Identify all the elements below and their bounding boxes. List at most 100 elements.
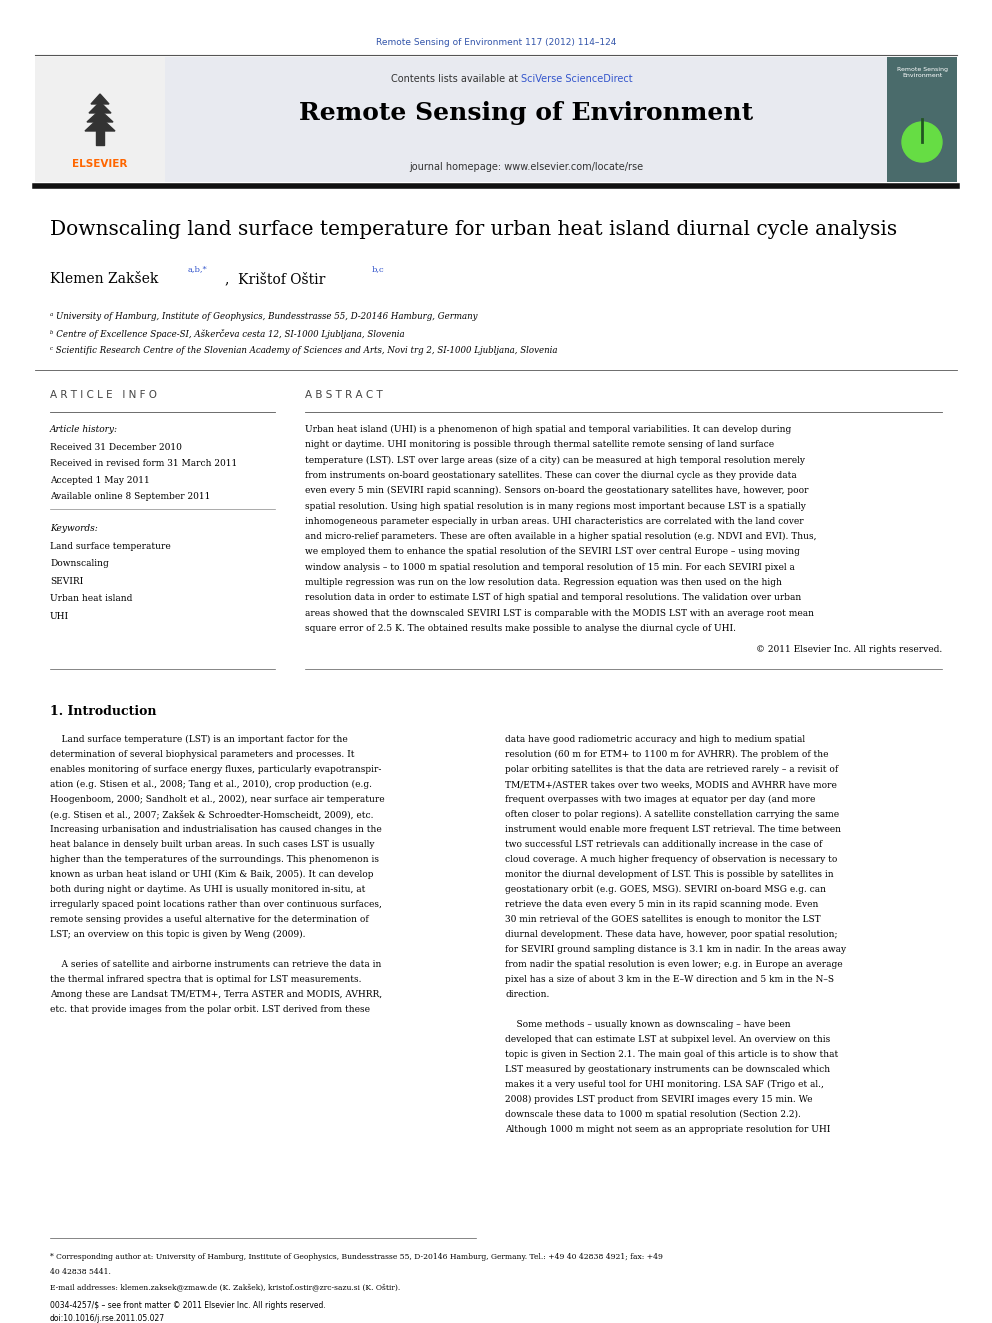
Text: A B S T R A C T: A B S T R A C T <box>305 390 383 400</box>
Text: A series of satellite and airborne instruments can retrieve the data in: A series of satellite and airborne instr… <box>50 960 381 970</box>
Text: b,c: b,c <box>372 265 385 273</box>
Text: from nadir the spatial resolution is even lower; e.g. in Europe an average: from nadir the spatial resolution is eve… <box>505 960 842 970</box>
Text: we employed them to enhance the spatial resolution of the SEVIRI LST over centra: we employed them to enhance the spatial … <box>305 548 800 557</box>
Text: and micro-relief parameters. These are often available in a higher spatial resol: and micro-relief parameters. These are o… <box>305 532 816 541</box>
Text: inhomogeneous parameter especially in urban areas. UHI characteristics are corre: inhomogeneous parameter especially in ur… <box>305 517 804 525</box>
FancyBboxPatch shape <box>35 57 957 183</box>
Text: known as urban heat island or UHI (Kim & Baik, 2005). It can develop: known as urban heat island or UHI (Kim &… <box>50 871 374 880</box>
Text: geostationary orbit (e.g. GOES, MSG). SEVIRI on-board MSG e.g. can: geostationary orbit (e.g. GOES, MSG). SE… <box>505 885 826 894</box>
Polygon shape <box>89 102 111 112</box>
Text: resolution data in order to estimate LST of high spatial and temporal resolution: resolution data in order to estimate LST… <box>305 593 802 602</box>
Text: square error of 2.5 K. The obtained results make possible to analyse the diurnal: square error of 2.5 K. The obtained resu… <box>305 624 736 632</box>
Text: Keywords:: Keywords: <box>50 524 98 533</box>
Text: data have good radiometric accuracy and high to medium spatial: data have good radiometric accuracy and … <box>505 736 806 745</box>
Text: Hoogenboom, 2000; Sandholt et al., 2002), near surface air temperature: Hoogenboom, 2000; Sandholt et al., 2002)… <box>50 795 385 804</box>
Text: © 2011 Elsevier Inc. All rights reserved.: © 2011 Elsevier Inc. All rights reserved… <box>756 646 942 654</box>
Text: monitor the diurnal development of LST. This is possible by satellites in: monitor the diurnal development of LST. … <box>505 871 833 880</box>
Text: both during night or daytime. As UHI is usually monitored in-situ, at: both during night or daytime. As UHI is … <box>50 885 365 894</box>
Text: instrument would enable more frequent LST retrieval. The time between: instrument would enable more frequent LS… <box>505 826 841 835</box>
Text: higher than the temperatures of the surroundings. This phenomenon is: higher than the temperatures of the surr… <box>50 855 379 864</box>
Text: 30 min retrieval of the GOES satellites is enough to monitor the LST: 30 min retrieval of the GOES satellites … <box>505 916 820 925</box>
Text: ᵃ University of Hamburg, Institute of Geophysics, Bundesstrasse 55, D-20146 Hamb: ᵃ University of Hamburg, Institute of Ge… <box>50 312 477 321</box>
Text: SEVIRI: SEVIRI <box>50 577 83 586</box>
Text: Urban heat island: Urban heat island <box>50 594 132 603</box>
Text: for SEVIRI ground sampling distance is 3.1 km in nadir. In the areas away: for SEVIRI ground sampling distance is 3… <box>505 945 846 954</box>
Text: irregularly spaced point locations rather than over continuous surfaces,: irregularly spaced point locations rathe… <box>50 900 382 909</box>
Text: often closer to polar regions). A satellite constellation carrying the same: often closer to polar regions). A satell… <box>505 810 839 819</box>
Text: journal homepage: www.elsevier.com/locate/rse: journal homepage: www.elsevier.com/locat… <box>409 161 643 172</box>
Text: Downscaling land surface temperature for urban heat island diurnal cycle analysi: Downscaling land surface temperature for… <box>50 220 897 239</box>
Text: UHI: UHI <box>50 611 69 620</box>
Text: 1. Introduction: 1. Introduction <box>50 705 157 718</box>
Text: LST; an overview on this topic is given by Weng (2009).: LST; an overview on this topic is given … <box>50 930 306 939</box>
Text: ation (e.g. Stisen et al., 2008; Tang et al., 2010), crop production (e.g.: ation (e.g. Stisen et al., 2008; Tang et… <box>50 781 372 790</box>
Text: retrieve the data even every 5 min in its rapid scanning mode. Even: retrieve the data even every 5 min in it… <box>505 900 818 909</box>
Text: Contents lists available at: Contents lists available at <box>391 74 521 83</box>
Text: window analysis – to 1000 m spatial resolution and temporal resolution of 15 min: window analysis – to 1000 m spatial reso… <box>305 562 795 572</box>
Text: Land surface temperature: Land surface temperature <box>50 541 171 550</box>
Text: 2008) provides LST product from SEVIRI images every 15 min. We: 2008) provides LST product from SEVIRI i… <box>505 1095 812 1105</box>
Text: ᵇ Centre of Excellence Space-SI, Aškerčeva cesta 12, SI-1000 Ljubljana, Slovenia: ᵇ Centre of Excellence Space-SI, Aškerče… <box>50 329 405 339</box>
Text: heat balance in densely built urban areas. In such cases LST is usually: heat balance in densely built urban area… <box>50 840 375 849</box>
Text: enables monitoring of surface energy fluxes, particularly evapotranspir-: enables monitoring of surface energy flu… <box>50 765 381 774</box>
Text: determination of several biophysical parameters and processes. It: determination of several biophysical par… <box>50 750 354 759</box>
Circle shape <box>902 122 942 161</box>
Text: ELSEVIER: ELSEVIER <box>72 159 128 169</box>
Text: downscale these data to 1000 m spatial resolution (Section 2.2).: downscale these data to 1000 m spatial r… <box>505 1110 801 1119</box>
Polygon shape <box>91 94 109 105</box>
Text: developed that can estimate LST at subpixel level. An overview on this: developed that can estimate LST at subpi… <box>505 1035 830 1044</box>
Text: 40 42838 5441.: 40 42838 5441. <box>50 1267 111 1275</box>
Text: * Corresponding author at: University of Hamburg, Institute of Geophysics, Bunde: * Corresponding author at: University of… <box>50 1253 663 1261</box>
Text: two successful LST retrievals can additionally increase in the case of: two successful LST retrievals can additi… <box>505 840 822 849</box>
Text: spatial resolution. Using high spatial resolution is in many regions most import: spatial resolution. Using high spatial r… <box>305 501 806 511</box>
Text: ,  Krištof Oštir: , Krištof Oštir <box>225 273 325 286</box>
Text: SciVerse ScienceDirect: SciVerse ScienceDirect <box>521 74 633 83</box>
Polygon shape <box>87 110 113 122</box>
Text: even every 5 min (SEVIRI rapid scanning). Sensors on-board the geostationary sat: even every 5 min (SEVIRI rapid scanning)… <box>305 486 808 495</box>
Text: cloud coverage. A much higher frequency of observation is necessary to: cloud coverage. A much higher frequency … <box>505 855 837 864</box>
Text: etc. that provide images from the polar orbit. LST derived from these: etc. that provide images from the polar … <box>50 1005 370 1015</box>
Text: TM/ETM+/ASTER takes over two weeks, MODIS and AVHRR have more: TM/ETM+/ASTER takes over two weeks, MODI… <box>505 781 837 790</box>
Text: polar orbiting satellites is that the data are retrieved rarely – a revisit of: polar orbiting satellites is that the da… <box>505 765 838 774</box>
Text: LST measured by geostationary instruments can be downscaled which: LST measured by geostationary instrument… <box>505 1065 830 1074</box>
Text: pixel has a size of about 3 km in the E–W direction and 5 km in the N–S: pixel has a size of about 3 km in the E–… <box>505 975 834 984</box>
Text: from instruments on-board geostationary satellites. These can cover the diurnal : from instruments on-board geostationary … <box>305 471 797 480</box>
Text: a,b,*: a,b,* <box>188 265 207 273</box>
Text: E-mail addresses: klemen.zaksek@zmaw.de (K. Zakšek), kristof.ostir@zrc-sazu.si (: E-mail addresses: klemen.zaksek@zmaw.de … <box>50 1283 400 1291</box>
Text: Remote Sensing of Environment: Remote Sensing of Environment <box>299 101 753 124</box>
Text: diurnal development. These data have, however, poor spatial resolution;: diurnal development. These data have, ho… <box>505 930 837 939</box>
Text: Land surface temperature (LST) is an important factor for the: Land surface temperature (LST) is an imp… <box>50 736 348 745</box>
Text: makes it a very useful tool for UHI monitoring. LSA SAF (Trigo et al.,: makes it a very useful tool for UHI moni… <box>505 1080 824 1089</box>
Text: Received in revised form 31 March 2011: Received in revised form 31 March 2011 <box>50 459 237 468</box>
Text: (e.g. Stisen et al., 2007; Zakšek & Schroedter-Homscheidt, 2009), etc.: (e.g. Stisen et al., 2007; Zakšek & Schr… <box>50 810 374 820</box>
Text: Remote Sensing of Environment 117 (2012) 114–124: Remote Sensing of Environment 117 (2012)… <box>376 38 616 48</box>
Text: 0034-4257/$ – see front matter © 2011 Elsevier Inc. All rights reserved.: 0034-4257/$ – see front matter © 2011 El… <box>50 1301 325 1310</box>
Text: Article history:: Article history: <box>50 425 118 434</box>
Text: ᶜ Scientific Research Centre of the Slovenian Academy of Sciences and Arts, Novi: ᶜ Scientific Research Centre of the Slov… <box>50 347 558 355</box>
Text: Some methods – usually known as downscaling – have been: Some methods – usually known as downscal… <box>505 1020 791 1029</box>
Text: Accepted 1 May 2011: Accepted 1 May 2011 <box>50 475 150 484</box>
Text: the thermal infrared spectra that is optimal for LST measurements.: the thermal infrared spectra that is opt… <box>50 975 361 984</box>
Text: temperature (LST). LST over large areas (size of a city) can be measured at high: temperature (LST). LST over large areas … <box>305 455 805 464</box>
Text: Klemen Zakšek: Klemen Zakšek <box>50 273 159 286</box>
Text: night or daytime. UHI monitoring is possible through thermal satellite remote se: night or daytime. UHI monitoring is poss… <box>305 441 774 450</box>
Text: Although 1000 m might not seem as an appropriate resolution for UHI: Although 1000 m might not seem as an app… <box>505 1125 830 1134</box>
Text: Increasing urbanisation and industrialisation has caused changes in the: Increasing urbanisation and industrialis… <box>50 826 382 835</box>
Text: multiple regression was run on the low resolution data. Regression equation was : multiple regression was run on the low r… <box>305 578 782 587</box>
Text: resolution (60 m for ETM+ to 1100 m for AVHRR). The problem of the: resolution (60 m for ETM+ to 1100 m for … <box>505 750 828 759</box>
Text: remote sensing provides a useful alternative for the determination of: remote sensing provides a useful alterna… <box>50 916 369 925</box>
Text: Available online 8 September 2011: Available online 8 September 2011 <box>50 492 210 501</box>
Text: Among these are Landsat TM/ETM+, Terra ASTER and MODIS, AVHRR,: Among these are Landsat TM/ETM+, Terra A… <box>50 990 382 999</box>
Text: Remote Sensing
Environment: Remote Sensing Environment <box>897 67 947 78</box>
Text: doi:10.1016/j.rse.2011.05.027: doi:10.1016/j.rse.2011.05.027 <box>50 1314 165 1323</box>
Text: A R T I C L E   I N F O: A R T I C L E I N F O <box>50 390 157 400</box>
Text: frequent overpasses with two images at equator per day (and more: frequent overpasses with two images at e… <box>505 795 815 804</box>
FancyBboxPatch shape <box>35 57 165 183</box>
FancyBboxPatch shape <box>887 57 957 183</box>
Text: areas showed that the downscaled SEVIRI LST is comparable with the MODIS LST wit: areas showed that the downscaled SEVIRI … <box>305 609 814 618</box>
Text: Received 31 December 2010: Received 31 December 2010 <box>50 442 182 451</box>
Text: direction.: direction. <box>505 990 550 999</box>
Text: Downscaling: Downscaling <box>50 560 109 568</box>
Polygon shape <box>85 116 115 131</box>
Text: Urban heat island (UHI) is a phenomenon of high spatial and temporal variabiliti: Urban heat island (UHI) is a phenomenon … <box>305 425 792 434</box>
